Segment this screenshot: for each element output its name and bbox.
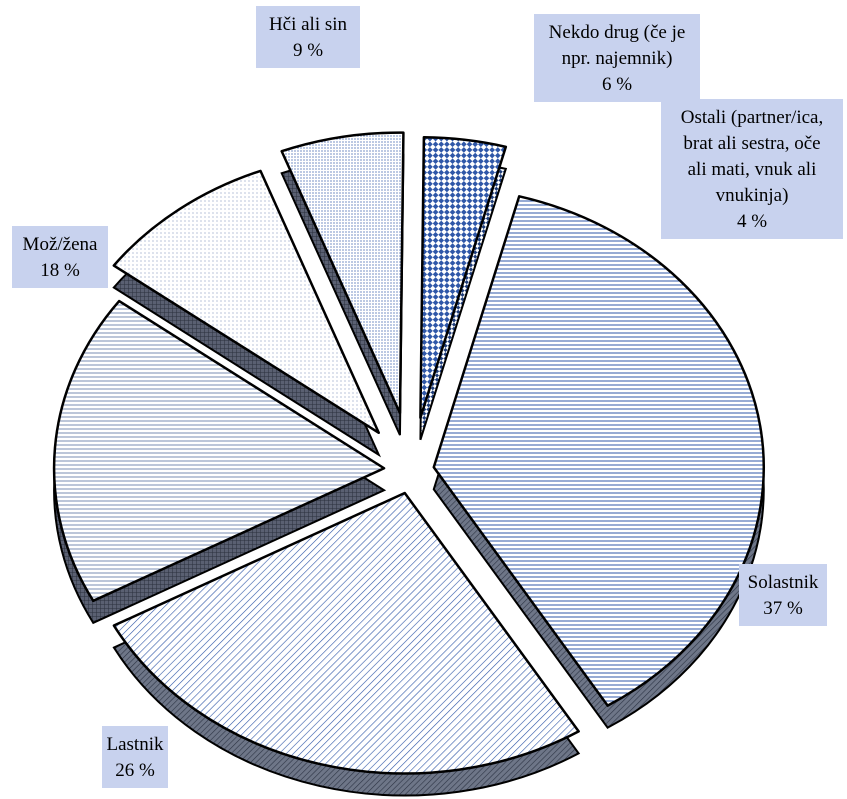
pie-slice-face <box>432 195 765 707</box>
slice-percent: 6 % <box>602 74 632 95</box>
slice-label: Solastnik 37 % <box>739 564 827 626</box>
slice-percent: 26 % <box>115 760 155 781</box>
pie-slice-2 <box>112 491 581 797</box>
pie-slice-1 <box>432 195 765 729</box>
label-box <box>739 564 827 626</box>
pie-slice-face <box>52 299 386 603</box>
slice-percent: 18 % <box>40 260 80 281</box>
slice-label-line: Solastnik <box>748 572 819 593</box>
label-box <box>661 99 843 239</box>
slice-label-line: Nekdo drug (če je <box>549 22 686 43</box>
pie-slice-3 <box>52 299 387 625</box>
label-box <box>12 226 108 288</box>
slice-percent: 37 % <box>763 598 803 619</box>
pie-slice-face <box>280 131 405 415</box>
slice-label-line: brat ali sestra, oče <box>683 133 820 154</box>
label-box <box>102 726 168 788</box>
pie-slice-6 <box>419 136 508 441</box>
pie-slice-face <box>112 169 380 435</box>
pie-slice-5 <box>280 131 405 436</box>
slice-label-line: Hči ali sin <box>269 14 348 35</box>
label-box <box>534 14 700 102</box>
slice-label: Lastnik 26 % <box>102 726 168 788</box>
slice-label-line: ali mati, vnuk ali <box>688 159 817 180</box>
label-box <box>256 6 360 68</box>
slice-label-line: Ostali (partner/ica, <box>681 107 823 128</box>
slice-label: Ostali (partner/ica, brat ali sestra, oče… <box>661 99 843 239</box>
slice-label-line: vnukinja) <box>716 185 789 206</box>
slice-label-line: Lastnik <box>107 734 164 755</box>
slice-percent: 4 % <box>737 211 767 232</box>
slice-label: Nekdo drug (če je npr. najemnik) 6 % <box>534 14 700 102</box>
pie-slice-face <box>419 136 508 420</box>
slice-label: Hči ali sin 9 % <box>256 6 360 68</box>
slice-label: Mož/žena 18 % <box>12 226 108 288</box>
pie-slice-4 <box>112 169 382 458</box>
pie-slice-face <box>112 491 580 775</box>
slice-label-line: Mož/žena <box>23 234 98 255</box>
slice-label-line: npr. najemnik) <box>562 48 673 69</box>
slice-percent: 9 % <box>293 40 323 61</box>
